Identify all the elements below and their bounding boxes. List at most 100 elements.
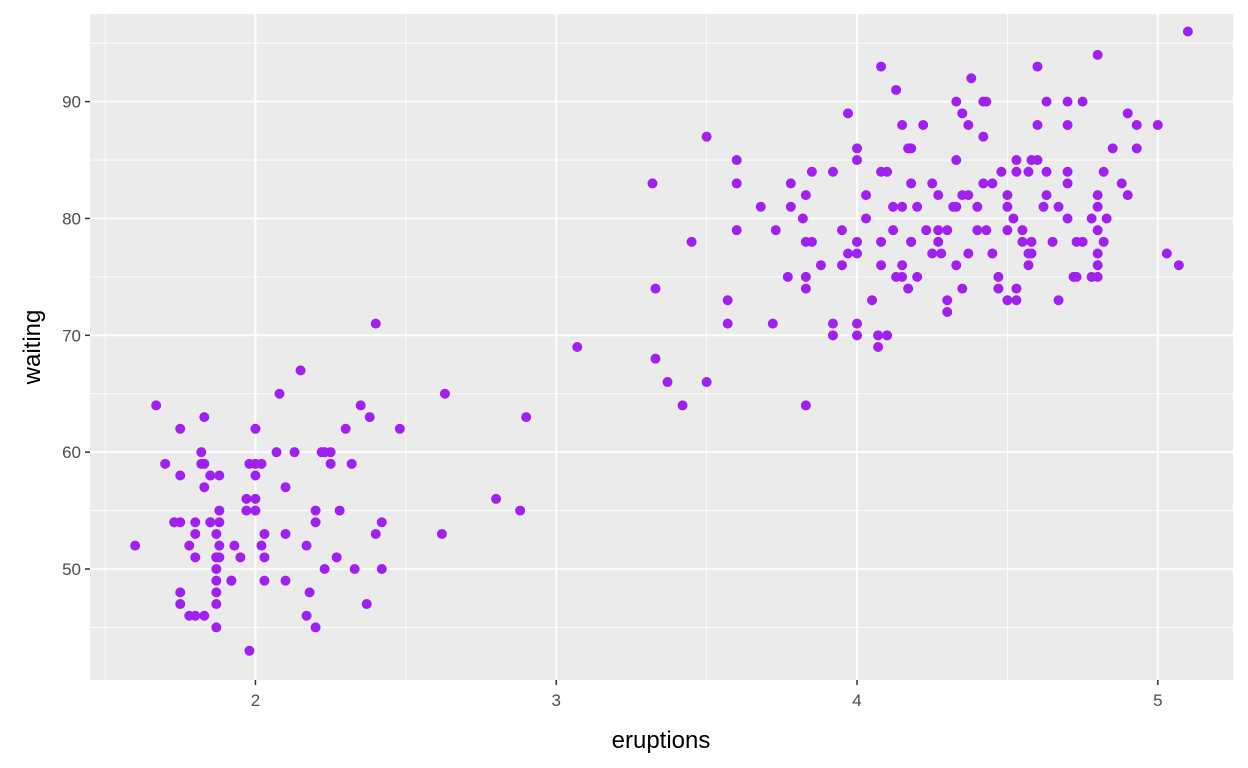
data-point [1101,213,1112,224]
data-point [1026,248,1037,259]
data-point [1092,201,1103,212]
data-point [827,166,838,177]
data-point [211,575,222,586]
data-point [190,528,201,539]
data-point [491,493,502,504]
data-point [951,260,962,271]
data-point [876,236,887,247]
data-point [852,248,863,259]
data-point [289,447,300,458]
data-point [852,143,863,154]
data-point [196,447,207,458]
data-point [981,96,992,107]
data-point [1098,236,1109,247]
data-point [912,201,923,212]
data-point [1041,166,1052,177]
data-point [1017,225,1028,236]
data-points [130,26,1193,656]
data-point [852,330,863,341]
data-point [1131,120,1142,130]
data-point [972,225,983,236]
data-point [722,295,733,306]
data-point [770,225,781,236]
data-point [199,412,210,423]
data-point [1032,120,1043,130]
data-point [1026,236,1037,247]
data-point [1011,295,1022,306]
data-point [151,400,162,411]
data-point [364,412,375,423]
data-point [852,318,863,329]
data-point [996,166,1007,177]
data-point [394,423,405,434]
data-point [1038,201,1049,212]
data-point [873,342,884,352]
data-point [906,143,917,154]
y-tick-label: 90 [62,93,81,112]
data-point [241,505,252,516]
data-point [972,201,983,212]
data-point [906,178,917,189]
data-point [211,528,222,539]
data-point [993,283,1004,294]
data-point [310,505,321,516]
data-point [515,505,526,516]
data-point [827,318,838,329]
data-point [1092,271,1103,282]
data-point [250,423,261,434]
data-point [190,517,201,528]
data-point [1173,260,1184,271]
data-point [250,505,261,516]
data-point [867,295,878,306]
data-point [361,599,372,610]
data-point [1011,166,1022,177]
data-point [951,96,962,107]
y-tick-label: 60 [62,443,81,462]
data-point [785,178,796,189]
data-point [280,528,291,539]
data-point [978,178,989,189]
data-point [836,260,847,271]
data-point [259,552,270,563]
data-point [310,517,321,528]
data-point [301,610,312,621]
data-point [888,201,899,212]
data-point [647,178,658,189]
data-point [376,564,387,574]
data-point [1122,108,1133,119]
data-point [175,517,186,528]
data-point [1092,260,1103,271]
data-point [897,120,908,130]
data-point [1116,178,1127,189]
data-point [842,248,853,259]
data-point [927,248,938,259]
data-point [1092,190,1103,201]
data-point [190,610,201,621]
data-point [806,166,817,177]
data-point [650,353,661,364]
data-point [256,458,267,469]
data-point [214,540,225,551]
data-point [1086,213,1097,224]
y-tick-label: 50 [62,560,81,579]
data-point [331,552,342,563]
data-point [214,470,225,481]
data-point [1023,260,1034,271]
data-point [731,178,742,189]
data-point [199,458,210,469]
data-point [918,120,929,130]
data-point [370,318,381,329]
data-point [942,295,953,306]
data-point [250,493,261,504]
data-point [1062,178,1073,189]
data-point [933,190,944,201]
data-point [987,248,998,259]
data-point [1011,155,1022,166]
data-point [927,178,938,189]
data-point [1092,248,1103,259]
data-point [933,236,944,247]
data-point [650,283,661,294]
data-point [175,423,186,434]
data-point [1047,236,1058,247]
